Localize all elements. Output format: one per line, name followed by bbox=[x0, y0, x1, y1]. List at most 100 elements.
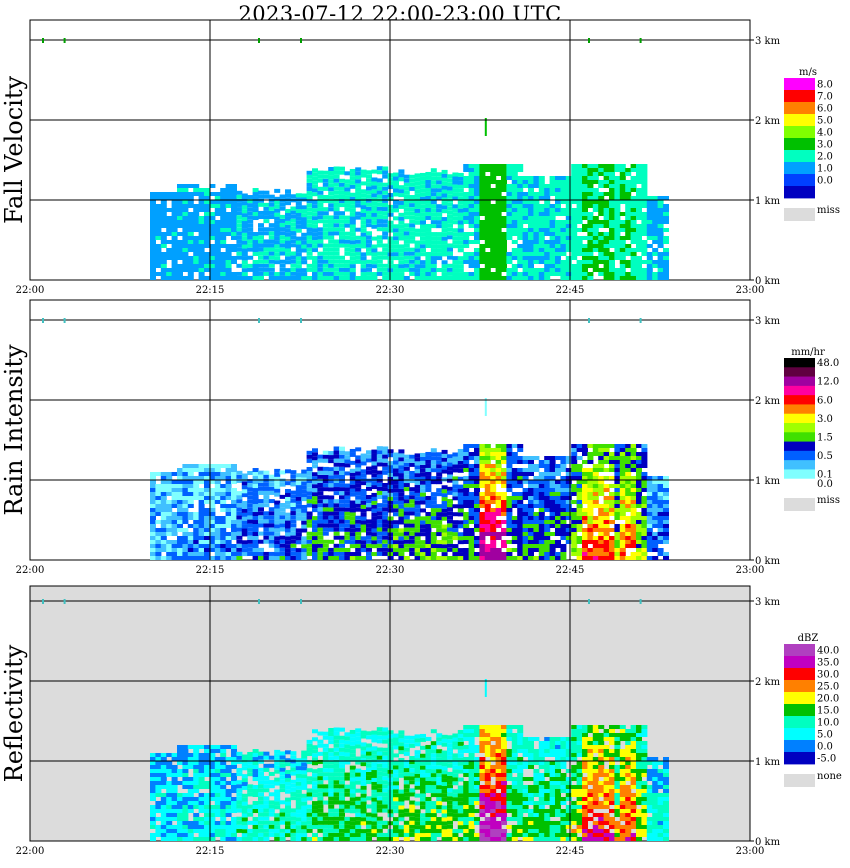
data-cell bbox=[641, 192, 648, 196]
data-cell bbox=[382, 227, 389, 232]
data-cell bbox=[182, 825, 189, 829]
data-cell bbox=[560, 480, 567, 484]
data-cell bbox=[571, 240, 578, 244]
data-cell bbox=[555, 516, 561, 520]
colorbar-label: 12.0 bbox=[817, 377, 839, 388]
data-cell bbox=[382, 503, 389, 508]
data-cell bbox=[312, 456, 318, 461]
data-cell bbox=[501, 232, 507, 236]
data-cell bbox=[571, 476, 578, 480]
data-cell bbox=[603, 216, 610, 220]
data-cell bbox=[576, 500, 583, 504]
data-cell bbox=[441, 504, 448, 509]
data-cell bbox=[198, 837, 205, 841]
data-cell bbox=[495, 552, 502, 556]
data-cell bbox=[517, 272, 524, 276]
data-cell bbox=[625, 224, 632, 228]
data-cell bbox=[555, 492, 561, 496]
colorbar-label: 0.0 bbox=[817, 479, 833, 490]
data-cell bbox=[344, 507, 351, 512]
data-cell bbox=[393, 484, 399, 489]
data-cell bbox=[468, 224, 475, 228]
data-cell bbox=[538, 180, 545, 184]
data-cell bbox=[555, 184, 561, 188]
data-cell bbox=[333, 259, 340, 264]
data-cell bbox=[220, 500, 227, 504]
data-cell bbox=[447, 462, 453, 467]
data-cell bbox=[290, 267, 297, 272]
data-cell bbox=[214, 260, 221, 264]
data-cell bbox=[447, 515, 453, 520]
data-cell bbox=[150, 476, 156, 480]
data-cell bbox=[150, 196, 156, 200]
data-cell bbox=[204, 781, 210, 785]
data-cell bbox=[360, 256, 367, 261]
data-cell bbox=[517, 520, 524, 524]
data-cell bbox=[193, 468, 200, 472]
data-cell bbox=[457, 216, 464, 221]
data-cell bbox=[479, 496, 486, 500]
data-cell bbox=[187, 761, 194, 765]
data-cell bbox=[576, 252, 583, 256]
data-cell bbox=[231, 248, 237, 252]
data-cell bbox=[187, 504, 194, 508]
data-cell bbox=[241, 276, 248, 280]
data-cell bbox=[420, 276, 426, 280]
data-cell bbox=[582, 476, 588, 480]
data-cell bbox=[565, 516, 572, 520]
data-cell bbox=[344, 503, 351, 508]
data-cell bbox=[295, 201, 302, 206]
data-cell bbox=[312, 532, 318, 537]
data-cell bbox=[533, 476, 540, 480]
data-cell bbox=[301, 213, 308, 218]
data-cell bbox=[447, 255, 453, 260]
data-cell bbox=[646, 196, 653, 200]
data-cell bbox=[576, 476, 583, 480]
data-cell bbox=[630, 236, 637, 240]
colorbar-swatch bbox=[784, 102, 815, 115]
data-cell bbox=[565, 212, 572, 216]
data-cell bbox=[657, 220, 664, 224]
data-cell bbox=[522, 232, 529, 236]
data-cell bbox=[274, 552, 281, 557]
data-cell bbox=[306, 243, 313, 248]
data-cell bbox=[447, 539, 453, 544]
data-cell bbox=[301, 556, 308, 560]
data-cell bbox=[549, 268, 556, 272]
data-cell bbox=[182, 200, 189, 204]
data-cell bbox=[636, 228, 642, 232]
data-cell bbox=[349, 264, 356, 269]
data-cell bbox=[598, 184, 605, 188]
data-cell bbox=[528, 188, 534, 192]
data-cell bbox=[241, 264, 248, 269]
data-cell bbox=[166, 524, 173, 528]
data-cell bbox=[533, 228, 540, 232]
data-cell bbox=[457, 184, 464, 189]
data-cell bbox=[204, 232, 210, 236]
data-cell bbox=[333, 531, 340, 536]
data-cell bbox=[258, 190, 264, 195]
data-cell bbox=[452, 180, 459, 185]
data-cell bbox=[630, 476, 637, 480]
data-cell bbox=[247, 503, 254, 508]
data-cell bbox=[182, 548, 189, 552]
data-cell bbox=[565, 476, 572, 480]
data-cell bbox=[528, 272, 534, 276]
data-cell bbox=[625, 200, 632, 204]
data-cell bbox=[468, 484, 475, 488]
data-cell bbox=[592, 484, 599, 488]
data-cell bbox=[349, 228, 356, 233]
data-cell bbox=[441, 177, 448, 182]
data-cell bbox=[430, 512, 437, 517]
data-cell bbox=[231, 797, 237, 801]
data-cell bbox=[533, 556, 540, 560]
data-cell bbox=[182, 556, 189, 560]
data-cell bbox=[328, 199, 335, 204]
data-cell bbox=[177, 745, 183, 749]
data-cell bbox=[393, 476, 399, 481]
data-cell bbox=[171, 757, 178, 761]
data-cell bbox=[387, 248, 394, 253]
data-cell bbox=[582, 508, 588, 512]
colorbar-swatch bbox=[784, 478, 815, 489]
data-cell bbox=[652, 540, 659, 544]
